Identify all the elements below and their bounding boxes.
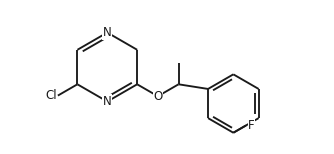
Text: F: F [248, 119, 255, 132]
Text: Cl: Cl [45, 89, 56, 102]
Text: O: O [153, 90, 162, 103]
Text: N: N [103, 26, 112, 39]
Text: N: N [103, 95, 112, 108]
